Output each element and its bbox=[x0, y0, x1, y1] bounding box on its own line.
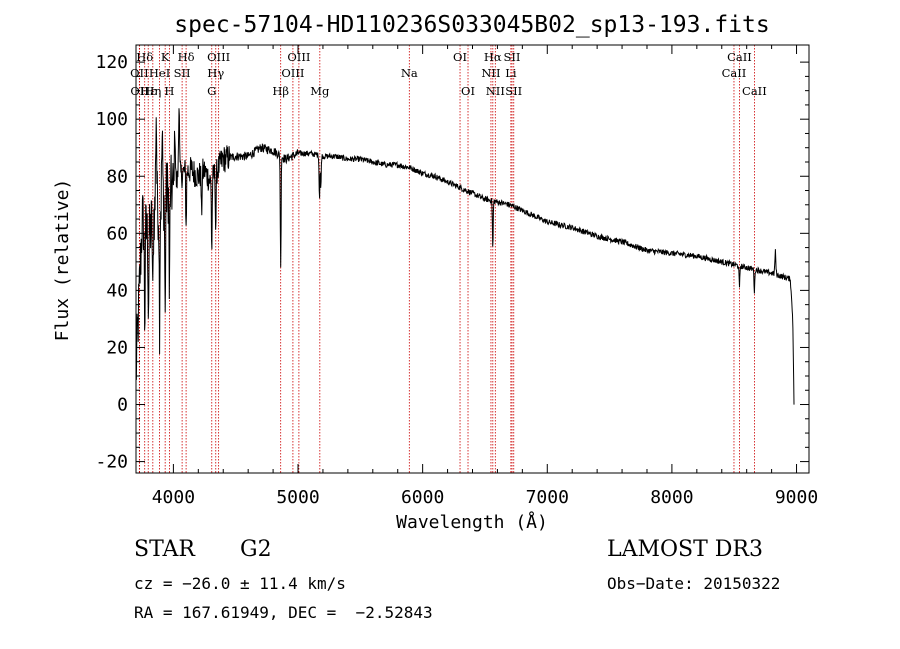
x-tick-label: 9000 bbox=[775, 487, 818, 508]
coordinates-text: RA = 167.61949, DEC = −2.52843 bbox=[134, 603, 433, 622]
y-tick-label: 40 bbox=[106, 280, 128, 301]
y-axis-ticks: -20 0 20 40 60 80 100 120 bbox=[95, 52, 809, 473]
spectral-line-label: OI bbox=[461, 84, 475, 98]
chart-title: spec-57104-HD110236S033045B02_sp13-193.f… bbox=[174, 12, 769, 38]
spectral-line-label: OI bbox=[453, 50, 467, 64]
survey-name: LAMOST DR3 bbox=[607, 537, 763, 562]
spectral-line-label: Hβ bbox=[272, 84, 289, 98]
x-tick-label: 8000 bbox=[650, 487, 693, 508]
spectral-line-label: Hε bbox=[140, 84, 156, 98]
spectral-line-label: SII bbox=[504, 50, 521, 64]
redshift-text: cz = −26.0 ± 11.4 km/s bbox=[134, 574, 346, 593]
spectral-line-label: CaII bbox=[722, 66, 747, 80]
spectral-line-label: CaII bbox=[742, 84, 767, 98]
spectral-line-label: H bbox=[164, 84, 174, 98]
spectral-line-label: K bbox=[161, 50, 170, 64]
y-tick-label: 0 bbox=[117, 395, 128, 416]
y-tick-label: 60 bbox=[106, 223, 128, 244]
spectral-line-label: G bbox=[207, 84, 216, 98]
y-tick-label: 120 bbox=[95, 52, 128, 73]
object-subclass: G2 bbox=[240, 537, 272, 562]
spectral-line-label: SII bbox=[174, 66, 191, 80]
y-axis-label: Flux (relative) bbox=[52, 179, 73, 342]
spectral-line-markers bbox=[138, 45, 755, 473]
spectral-line-label: Hδ bbox=[178, 50, 195, 64]
y-tick-label: -20 bbox=[95, 452, 128, 473]
spectrum-line bbox=[135, 108, 795, 405]
x-tick-label: 7000 bbox=[526, 487, 569, 508]
spectral-line-label: SII bbox=[505, 84, 522, 98]
x-axis-ticks: 4000 5000 6000 7000 8000 9000 bbox=[152, 45, 818, 508]
spectral-line-label: Hγ bbox=[207, 66, 224, 80]
object-class: STAR bbox=[134, 537, 195, 562]
spectral-line-label: Li bbox=[505, 66, 517, 80]
y-tick-label: 80 bbox=[106, 166, 128, 187]
y-tick-label: 20 bbox=[106, 337, 128, 358]
spectral-line-label: OII bbox=[130, 66, 149, 80]
spectral-line-label: NII bbox=[481, 66, 500, 80]
obs-date-text: Obs−Date: 20150322 bbox=[607, 574, 781, 593]
x-tick-label: 6000 bbox=[401, 487, 444, 508]
spectral-line-label: NII bbox=[486, 84, 505, 98]
spectral-line-label: Na bbox=[401, 66, 418, 80]
spectral-line-label: OIII bbox=[207, 50, 230, 64]
x-tick-label: 5000 bbox=[276, 487, 319, 508]
spectral-line-label: HeI bbox=[149, 66, 170, 80]
spectral-line-label: OIII bbox=[281, 66, 304, 80]
x-axis-label: Wavelength (Å) bbox=[396, 511, 548, 533]
x-tick-label: 4000 bbox=[152, 487, 195, 508]
spectral-line-label: Hη bbox=[144, 84, 161, 98]
spectral-line-label: Hδ bbox=[136, 50, 153, 64]
spectral-line-label: Mg bbox=[310, 84, 330, 98]
y-tick-label: 100 bbox=[95, 109, 128, 130]
spectral-line-label: OIII bbox=[287, 50, 310, 64]
spectral-line-label: Hα bbox=[484, 50, 502, 64]
spectral-line-label: CaII bbox=[727, 50, 752, 64]
